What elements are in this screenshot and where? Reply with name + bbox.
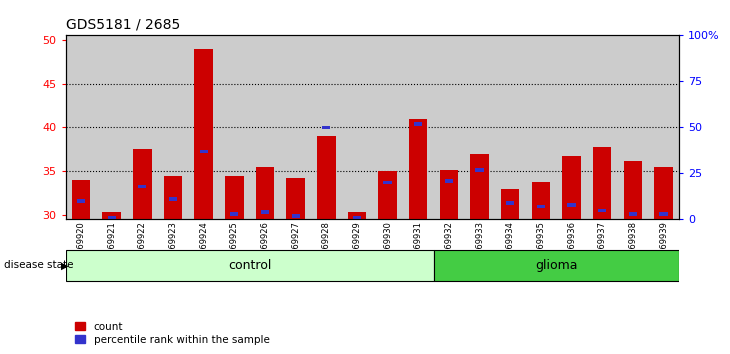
Bar xyxy=(562,156,581,219)
Bar xyxy=(322,126,331,129)
Bar xyxy=(169,198,177,201)
Bar xyxy=(164,176,182,219)
Bar xyxy=(66,35,96,219)
Bar xyxy=(102,212,121,219)
Bar xyxy=(623,161,642,219)
Bar xyxy=(414,122,423,126)
Bar xyxy=(439,170,458,219)
Bar xyxy=(495,35,526,219)
Bar xyxy=(567,203,576,206)
Bar xyxy=(96,35,127,219)
Bar xyxy=(593,147,612,219)
Bar xyxy=(531,182,550,219)
Bar xyxy=(138,184,147,188)
Bar xyxy=(342,35,372,219)
Bar xyxy=(127,35,158,219)
Bar xyxy=(464,35,495,219)
Bar xyxy=(107,216,116,219)
Bar xyxy=(311,35,342,219)
Bar xyxy=(66,250,434,281)
Bar xyxy=(286,178,305,219)
Bar xyxy=(199,150,208,153)
Bar xyxy=(526,35,556,219)
Bar xyxy=(291,214,300,218)
Bar xyxy=(434,35,464,219)
Bar xyxy=(372,35,403,219)
Bar xyxy=(188,35,219,219)
Text: ▶: ▶ xyxy=(61,261,68,270)
Bar xyxy=(225,176,244,219)
Bar xyxy=(72,180,91,219)
Bar xyxy=(434,250,679,281)
Bar xyxy=(403,35,434,219)
Bar xyxy=(347,212,366,219)
Bar xyxy=(378,171,397,219)
Bar xyxy=(250,35,280,219)
Bar xyxy=(194,48,213,219)
Bar xyxy=(219,35,250,219)
Bar xyxy=(556,35,587,219)
Bar xyxy=(618,35,648,219)
Bar xyxy=(475,168,484,172)
Bar xyxy=(353,216,361,219)
Bar xyxy=(506,201,515,205)
Bar xyxy=(629,212,637,216)
Legend: count, percentile rank within the sample: count, percentile rank within the sample xyxy=(71,317,274,349)
Bar xyxy=(654,167,673,219)
Bar xyxy=(409,119,428,219)
Bar xyxy=(133,149,152,219)
Bar xyxy=(280,35,311,219)
Text: glioma: glioma xyxy=(535,259,577,272)
Bar xyxy=(648,35,679,219)
Bar xyxy=(659,212,668,216)
Bar xyxy=(537,205,545,209)
Text: control: control xyxy=(228,259,272,272)
Bar xyxy=(470,154,489,219)
Bar xyxy=(77,199,85,203)
Bar xyxy=(261,210,269,214)
Bar xyxy=(255,167,274,219)
Bar xyxy=(501,189,520,219)
Bar xyxy=(598,209,607,212)
Bar xyxy=(587,35,618,219)
Bar xyxy=(317,136,336,219)
Text: GDS5181 / 2685: GDS5181 / 2685 xyxy=(66,18,180,32)
Bar xyxy=(383,181,392,184)
Text: disease state: disease state xyxy=(4,261,73,270)
Bar xyxy=(230,212,239,216)
Bar xyxy=(158,35,188,219)
Bar xyxy=(445,179,453,183)
